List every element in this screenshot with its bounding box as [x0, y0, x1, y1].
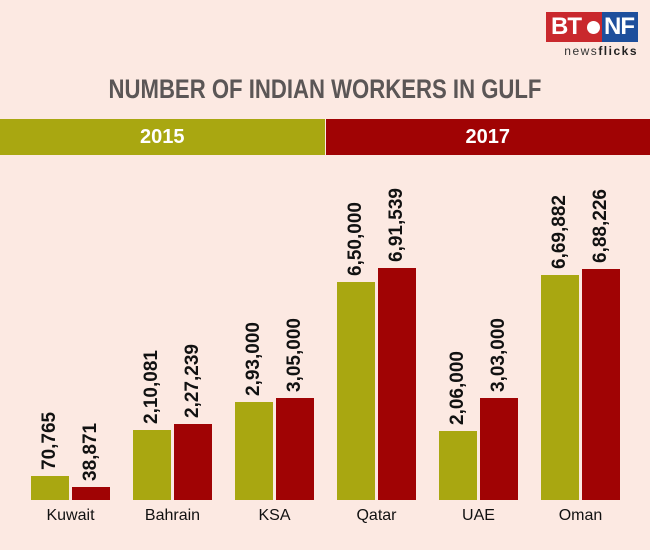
category-label: Bahrain	[144, 507, 201, 524]
value-label: 6,88,226	[590, 189, 611, 263]
legend: 2015 2017	[0, 119, 650, 155]
legend-2015: 2015	[0, 119, 325, 155]
value-label: 2,27,239	[182, 344, 203, 418]
category-label: KSA	[258, 507, 291, 524]
category-label: UAE	[462, 507, 495, 524]
legend-2017: 2017	[324, 119, 650, 155]
value-label: 2,10,081	[141, 350, 162, 424]
logo-tagline: newsflicks	[564, 44, 638, 58]
bar-bahrain-2017	[174, 424, 212, 500]
category-label: Oman	[558, 507, 603, 524]
bar-oman-2015	[541, 275, 579, 500]
value-label: 6,69,882	[549, 195, 570, 269]
value-label: 2,93,000	[243, 322, 264, 396]
category-label: Kuwait	[46, 507, 95, 524]
bar-kuwait-2015	[31, 476, 69, 500]
value-label: 3,05,000	[284, 318, 305, 392]
globe-icon	[584, 12, 602, 42]
bar-uae-2017	[480, 398, 518, 500]
bar-bahrain-2015	[133, 430, 171, 500]
value-label: 70,765	[39, 411, 60, 470]
bar-ksa-2015	[235, 402, 273, 500]
value-label: 3,03,000	[488, 318, 509, 392]
value-label: 38,871	[80, 422, 101, 481]
btnf-logo: BT NF newsflicks	[546, 12, 638, 58]
bar-qatar-2017	[378, 268, 416, 500]
value-label: 6,91,539	[386, 188, 407, 262]
bar-kuwait-2017	[72, 487, 110, 500]
bar-ksa-2017	[276, 398, 314, 500]
chart-title: NUMBER OF INDIAN WORKERS IN GULF	[108, 74, 542, 104]
logo-nf: NF	[602, 12, 638, 42]
bar-qatar-2015	[337, 282, 375, 500]
value-label: 2,06,000	[447, 351, 468, 425]
category-label: Qatar	[356, 507, 397, 524]
value-label: 6,50,000	[345, 202, 366, 276]
bar-uae-2015	[439, 431, 477, 500]
logo-bt: BT	[546, 12, 584, 42]
bar-oman-2017	[582, 269, 620, 500]
